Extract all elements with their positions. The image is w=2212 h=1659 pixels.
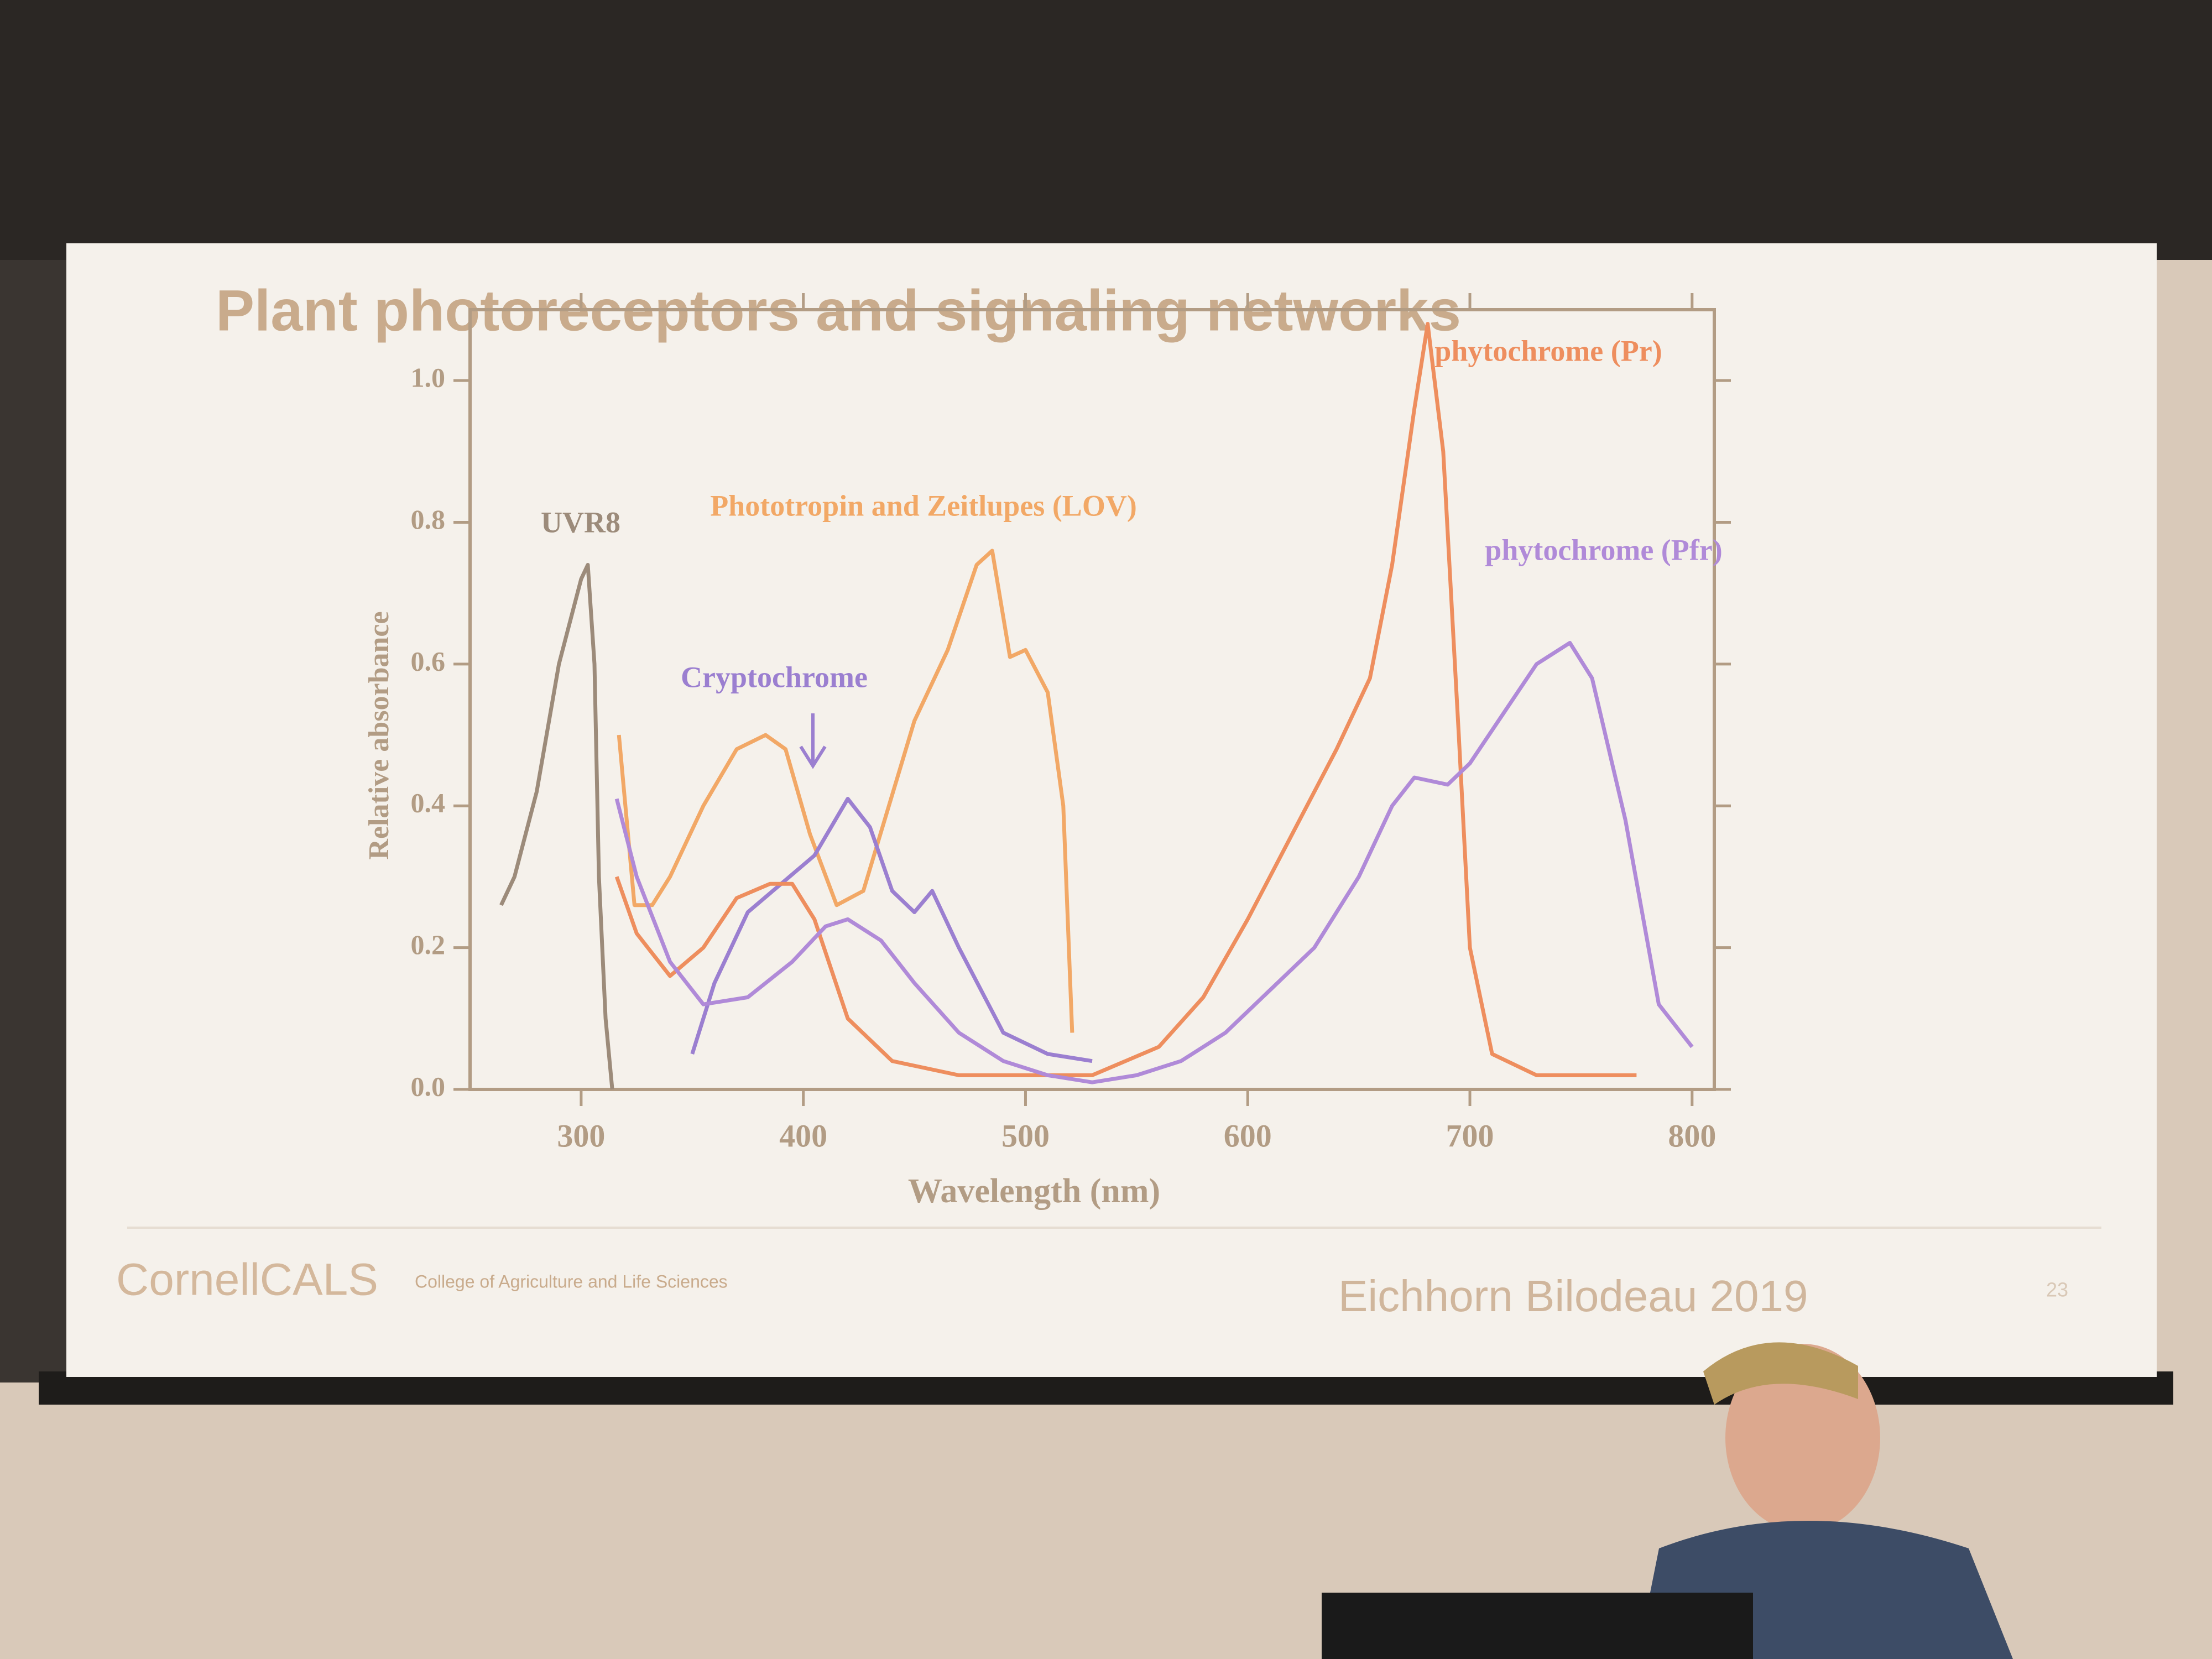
speaker-hair: [1703, 1342, 1858, 1405]
x-tick-label: 300: [557, 1118, 605, 1154]
y-tick-label: 0.8: [411, 504, 446, 535]
series-line: [499, 562, 614, 1090]
x-axis-label: Wavelength (nm): [908, 1172, 1160, 1210]
y-tick-label: 1.0: [411, 362, 446, 393]
citation: Eichhorn Bilodeau 2019: [1338, 1271, 1808, 1321]
monitor: [1322, 1593, 1753, 1659]
cryptochrome-arrow: [799, 713, 827, 769]
side-screen: [0, 260, 72, 1383]
plot-frame: [468, 308, 1716, 1091]
x-tick-label: 400: [779, 1118, 827, 1154]
series-label: Cryptochrome: [681, 660, 868, 693]
x-tick-label: 800: [1668, 1118, 1716, 1154]
series-label: phytochrome (Pfr): [1485, 533, 1722, 566]
y-tick-label: 0.2: [411, 929, 446, 960]
ceiling: [0, 0, 2212, 260]
logo: CornellCALS: [116, 1255, 378, 1305]
x-tick-label: 500: [1001, 1118, 1050, 1154]
series-label: UVR8: [541, 505, 620, 539]
series-line: [617, 549, 1074, 1033]
x-tick-label: 600: [1224, 1118, 1272, 1154]
series-label: phytochrome (Pr): [1434, 334, 1662, 367]
y-tick-label: 0.4: [411, 787, 446, 818]
series-label: Phototropin and Zeitlupes (LOV): [710, 489, 1137, 522]
y-axis-label: Relative absorbance: [363, 611, 395, 859]
series-line: [614, 640, 1694, 1084]
chart: 0.0 0.2 0.4 0.6 0.8 1.0 300 400 500 600 700 800 UVR8…: [411, 293, 1731, 1154]
college: College of Agriculture and Life Sciences: [415, 1271, 728, 1291]
x-tick-label: 700: [1446, 1118, 1494, 1154]
page-number: 23: [2046, 1279, 2068, 1301]
series-line: [690, 796, 1093, 1063]
series-line: [614, 322, 1637, 1077]
slide: [66, 243, 2157, 1377]
y-tick-label: 0.0: [411, 1071, 446, 1102]
y-tick-label: 0.6: [411, 645, 446, 676]
